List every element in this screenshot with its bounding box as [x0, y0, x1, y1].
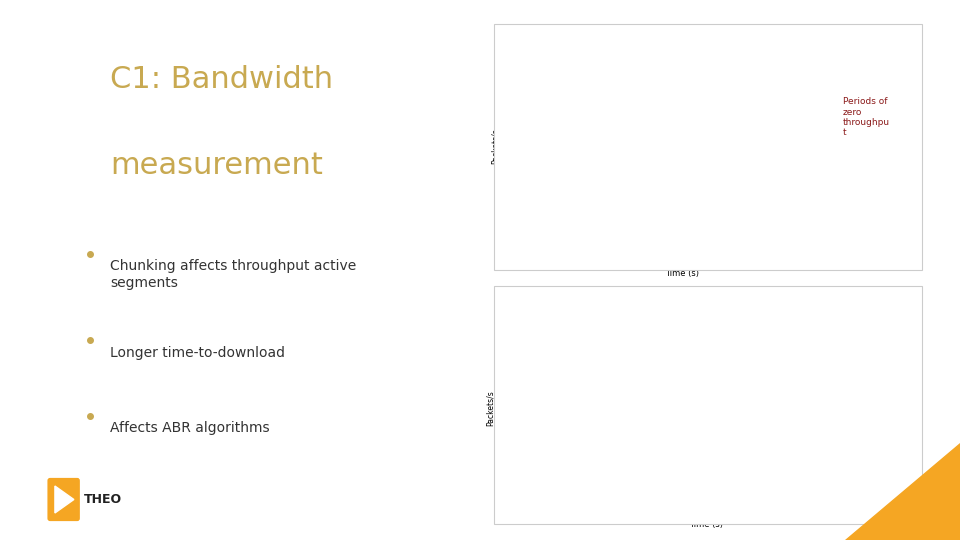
Bar: [662, 499, 665, 502]
Bar: [808, 498, 811, 502]
Bar: [532, 498, 537, 502]
Polygon shape: [55, 486, 74, 513]
Bar: [816, 498, 820, 502]
Bar: [726, 500, 732, 502]
Bar: [751, 498, 756, 502]
Bar: [864, 498, 870, 502]
Bar: [824, 500, 828, 502]
Bar: [606, 498, 609, 502]
Title: Wireshark IO Graphs: Wi-Fi: en0: Wireshark IO Graphs: Wi-Fi: en0: [634, 302, 778, 311]
Bar: [596, 499, 601, 502]
Bar: [539, 499, 545, 502]
Bar: [743, 498, 747, 502]
Bar: [548, 498, 552, 502]
Bar: [653, 500, 659, 502]
Bar: [523, 242, 532, 251]
Text: Longer time-to-download: Longer time-to-download: [109, 346, 285, 360]
Bar: [620, 500, 626, 502]
Bar: [572, 499, 577, 502]
Bar: [872, 500, 877, 502]
Bar: [678, 500, 683, 502]
Bar: [839, 500, 845, 502]
Bar: [523, 500, 529, 502]
Bar: [556, 498, 561, 502]
Text: Affects ABR algorithms: Affects ABR algorithms: [109, 421, 270, 435]
Bar: [735, 499, 738, 502]
X-axis label: Time (s): Time (s): [688, 520, 723, 529]
Bar: [718, 498, 723, 502]
Bar: [783, 500, 787, 502]
Bar: [588, 500, 593, 502]
X-axis label: Time (s): Time (s): [664, 269, 699, 278]
Bar: [670, 498, 674, 502]
Y-axis label: Packets/s: Packets/s: [486, 390, 494, 426]
Bar: [880, 499, 885, 502]
Bar: [704, 246, 712, 251]
Bar: [831, 499, 837, 502]
Bar: [800, 247, 806, 251]
Bar: [791, 499, 796, 502]
Bar: [686, 499, 690, 502]
Bar: [622, 245, 630, 251]
Bar: [629, 500, 634, 502]
Bar: [701, 500, 708, 502]
Bar: [636, 500, 642, 502]
Bar: [758, 499, 764, 502]
Text: Periods of
zero
throughpu
t: Periods of zero throughpu t: [843, 97, 890, 137]
Bar: [666, 40, 741, 251]
FancyBboxPatch shape: [47, 478, 80, 521]
Y-axis label: Packets/s: Packets/s: [491, 128, 499, 164]
Text: Chunking affects throughput active
segments: Chunking affects throughput active segme…: [109, 259, 356, 291]
Bar: [523, 40, 552, 251]
Text: THEO: THEO: [84, 493, 122, 506]
Text: C1: Bandwidth: C1: Bandwidth: [109, 65, 333, 94]
Bar: [848, 499, 852, 502]
Bar: [856, 500, 861, 502]
Bar: [580, 500, 586, 502]
Bar: [767, 500, 772, 502]
Bar: [613, 498, 617, 502]
Text: measurement: measurement: [109, 151, 323, 180]
Bar: [644, 498, 651, 502]
Bar: [800, 500, 804, 502]
Bar: [587, 40, 653, 251]
Bar: [776, 499, 780, 502]
Bar: [709, 499, 715, 502]
Bar: [668, 246, 674, 251]
Bar: [564, 499, 568, 502]
Title: Wireshark IO Graphs: Wi-Fi: en0: Wireshark IO Graphs: Wi-Fi: en0: [610, 29, 754, 38]
Bar: [693, 498, 700, 502]
